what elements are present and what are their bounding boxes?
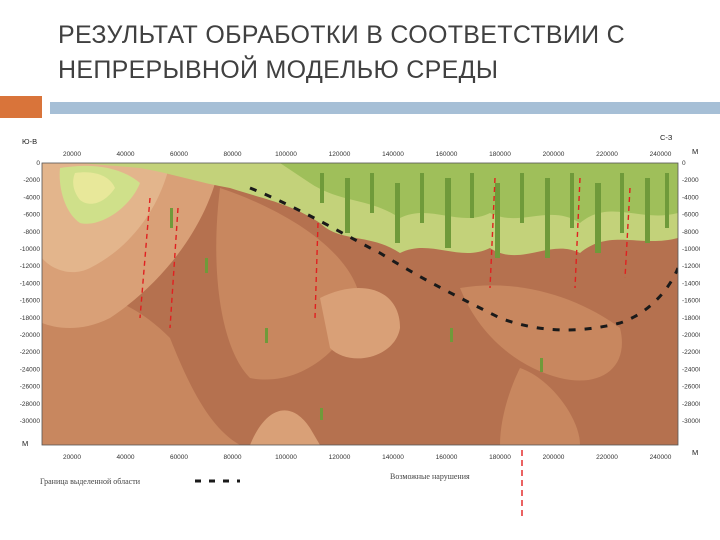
y-tick-label-right: -14000 (682, 280, 700, 287)
selected-area-boundary (249, 186, 678, 332)
x-tick-label-bottom: 160000 (436, 454, 458, 461)
y-tick-label-left: -24000 (20, 366, 40, 373)
x-tick-label-top: 140000 (382, 151, 404, 158)
x-tick-label-bottom: 60000 (170, 454, 188, 461)
x-tick-label-top: 160000 (436, 151, 458, 158)
mid-body (42, 296, 240, 445)
x-ticks-top: 20000 40000 60000 80000 100000 120000 140000 16… (63, 151, 672, 158)
y-tick-label-right: -8000 (682, 229, 699, 236)
light-body (250, 410, 320, 445)
x-tick-label-top: 20000 (63, 151, 81, 158)
y-tick-label-right: -22000 (682, 349, 700, 356)
x-tick-label-bottom: 40000 (116, 454, 134, 461)
green-streaks (170, 173, 669, 420)
y-tick-label-left: -30000 (20, 418, 40, 425)
x-tick-label-bottom: 240000 (650, 454, 672, 461)
y-tick-label-right: -16000 (682, 298, 700, 305)
legend-boundary-label: Граница выделенной области (40, 477, 141, 486)
y-tick-label-left: -18000 (20, 315, 40, 322)
x-tick-label-bottom: 220000 (596, 454, 618, 461)
y-tick-label-right: -30000 (682, 418, 700, 425)
legend-faults-label: Возможные нарушения (390, 472, 470, 481)
x-tick-label-bottom: 180000 (489, 454, 511, 461)
y-tick-label-right: 0 (682, 160, 686, 167)
y-tick-label-left: -22000 (20, 349, 40, 356)
x-tick-label-top: 80000 (223, 151, 241, 158)
x-tick-label-top: 120000 (329, 151, 351, 158)
y-tick-label-left: -4000 (23, 194, 40, 201)
y-tick-label-left: -6000 (23, 212, 40, 219)
y-tick-label-left: -12000 (20, 263, 40, 270)
x-tick-label-bottom: 100000 (275, 454, 297, 461)
y-tick-label-left: -28000 (20, 401, 40, 408)
y-tick-label-left: -14000 (20, 280, 40, 287)
x-tick-label-top: 180000 (489, 151, 511, 158)
y-tick-label-right: -4000 (682, 194, 699, 201)
y-tick-label-left: 0 (36, 160, 40, 167)
y-tick-label-right: -24000 (682, 366, 700, 373)
y-tick-label-right: -12000 (682, 263, 700, 270)
top-right-unit: М (692, 147, 698, 156)
x-tick-label-bottom: 20000 (63, 454, 81, 461)
x-tick-label-bottom: 80000 (223, 454, 241, 461)
y-tick-label-left: -26000 (20, 384, 40, 391)
slide-title: РЕЗУЛЬТАТ ОБРАБОТКИ В СООТВЕТСТВИИ С НЕП… (58, 18, 698, 88)
y-tick-label-right: -18000 (682, 315, 700, 322)
y-ticks-left: 0 -2000 -4000 -6000 -8000 -10000 -12000 -14000 -… (20, 160, 40, 425)
y-tick-label-right: -10000 (682, 246, 700, 253)
y-tick-label-right: -26000 (682, 384, 700, 391)
yellow-body (73, 172, 115, 204)
x-tick-label-bottom: 200000 (543, 454, 565, 461)
y-tick-label-right: -2000 (682, 177, 699, 184)
y-tick-label-left: -8000 (23, 229, 40, 236)
x-tick-label-top: 60000 (170, 151, 188, 158)
fault-lines (139, 177, 631, 329)
y-tick-label-left: -20000 (20, 332, 40, 339)
y-tick-label-right: -28000 (682, 401, 700, 408)
mid-body (500, 368, 580, 445)
section-figure: Ю-В С-З М М М 20000 40000 60000 80000 100000… (20, 133, 700, 516)
y-tick-label-right: -6000 (682, 212, 699, 219)
y-tick-label-right: -20000 (682, 332, 700, 339)
x-ticks-bottom: 20000 40000 60000 80000 100000 120000 140000 16… (63, 454, 672, 461)
y-tick-label-left: -16000 (20, 298, 40, 305)
x-tick-label-top: 200000 (543, 151, 565, 158)
section-plot (42, 163, 678, 445)
y-tick-label-left: -2000 (23, 177, 40, 184)
x-tick-label-top: 40000 (116, 151, 134, 158)
x-tick-label-bottom: 120000 (329, 454, 351, 461)
y-ticks-right: 0 -2000 -4000 -6000 -8000 -10000 -12000 -14000 -… (682, 160, 700, 425)
x-tick-label-top: 100000 (275, 151, 297, 158)
title-accent-bar (50, 102, 720, 114)
title-accent-square (0, 96, 42, 118)
left-depth-unit: М (22, 439, 28, 448)
light-body (320, 288, 400, 359)
plot-frame (41, 162, 679, 446)
x-tick-label-top: 220000 (596, 151, 618, 158)
left-corner-label: Ю-В (22, 137, 37, 146)
mid-body (216, 188, 360, 380)
geological-section: Ю-В С-З М М М 20000 40000 60000 80000 100000… (20, 128, 700, 528)
y-tick-label-left: -10000 (20, 246, 40, 253)
mid-body (460, 285, 622, 381)
slide-title-line2: НЕПРЕРЫВНОЙ МОДЕЛЬЮ СРЕДЫ (58, 56, 499, 84)
x-tick-label-bottom: 140000 (382, 454, 404, 461)
x-tick-label-top: 240000 (650, 151, 672, 158)
right-corner-label: С-З (660, 133, 673, 142)
slide-title-line1: РЕЗУЛЬТАТ ОБРАБОТКИ В СООТВЕТСТВИИ С (58, 21, 626, 49)
bottom-right-unit: М (692, 448, 698, 457)
